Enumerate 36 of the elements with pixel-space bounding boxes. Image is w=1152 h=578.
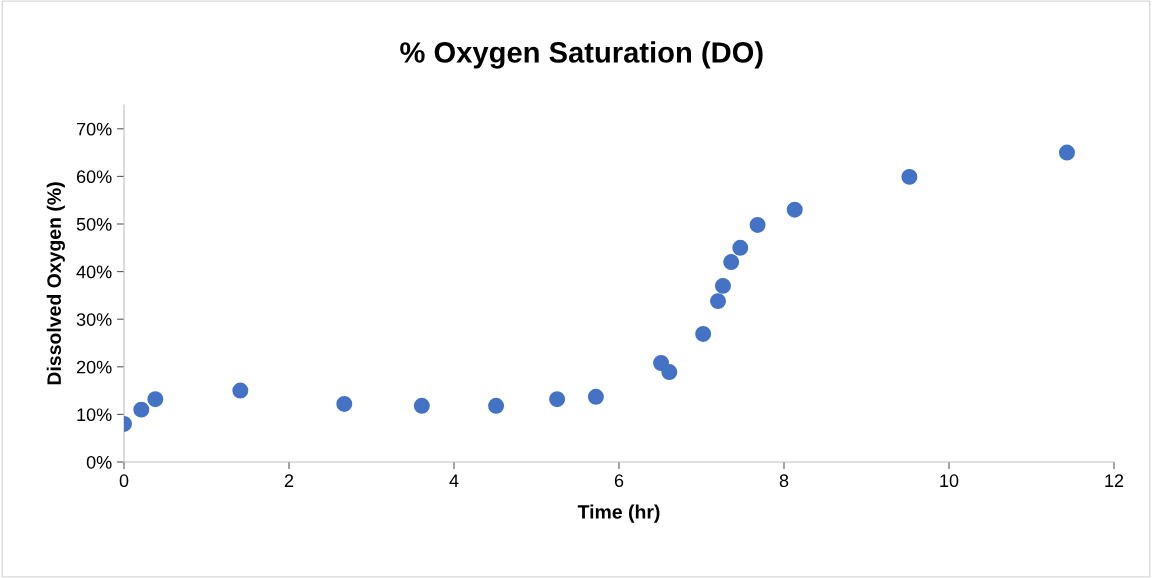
point bbox=[714, 277, 731, 294]
y-axis-title: Dissolved Oxygen (%) bbox=[46, 182, 65, 385]
y-tick-label: 30% bbox=[76, 313, 112, 326]
point bbox=[661, 364, 678, 381]
point bbox=[786, 201, 803, 218]
x-tick-label: 6 bbox=[614, 474, 624, 488]
point bbox=[549, 391, 566, 408]
point bbox=[488, 397, 505, 414]
point bbox=[723, 254, 740, 271]
point bbox=[695, 325, 712, 342]
point bbox=[147, 391, 164, 408]
y-tick-label: 50% bbox=[76, 217, 112, 231]
point bbox=[732, 239, 749, 256]
y-tick-label: 0% bbox=[86, 455, 112, 469]
point bbox=[710, 293, 726, 310]
y-tick-label: 10% bbox=[77, 408, 112, 422]
y-tick-label: 70% bbox=[76, 122, 112, 136]
y-tick-label: 40% bbox=[76, 265, 112, 279]
point bbox=[133, 401, 150, 418]
x-tick-label: 4 bbox=[449, 474, 459, 487]
y-tick-label: 60% bbox=[76, 170, 112, 184]
point bbox=[587, 388, 604, 405]
chart-title: % Oxygen Saturation (DO) bbox=[400, 41, 763, 69]
y-tick-label: 20% bbox=[76, 360, 112, 374]
point bbox=[413, 397, 430, 414]
point bbox=[232, 382, 249, 399]
x-tick-label: 12 bbox=[1105, 474, 1124, 487]
x-tick-label: 0 bbox=[119, 474, 129, 488]
point bbox=[1058, 144, 1075, 161]
x-tick-label: 8 bbox=[779, 474, 789, 488]
x-axis-title: Time (hr) bbox=[577, 504, 660, 523]
point bbox=[749, 216, 766, 233]
point bbox=[901, 168, 918, 185]
point bbox=[336, 395, 353, 412]
x-tick-label: 10 bbox=[940, 474, 959, 488]
x-tick-label: 2 bbox=[284, 474, 294, 487]
